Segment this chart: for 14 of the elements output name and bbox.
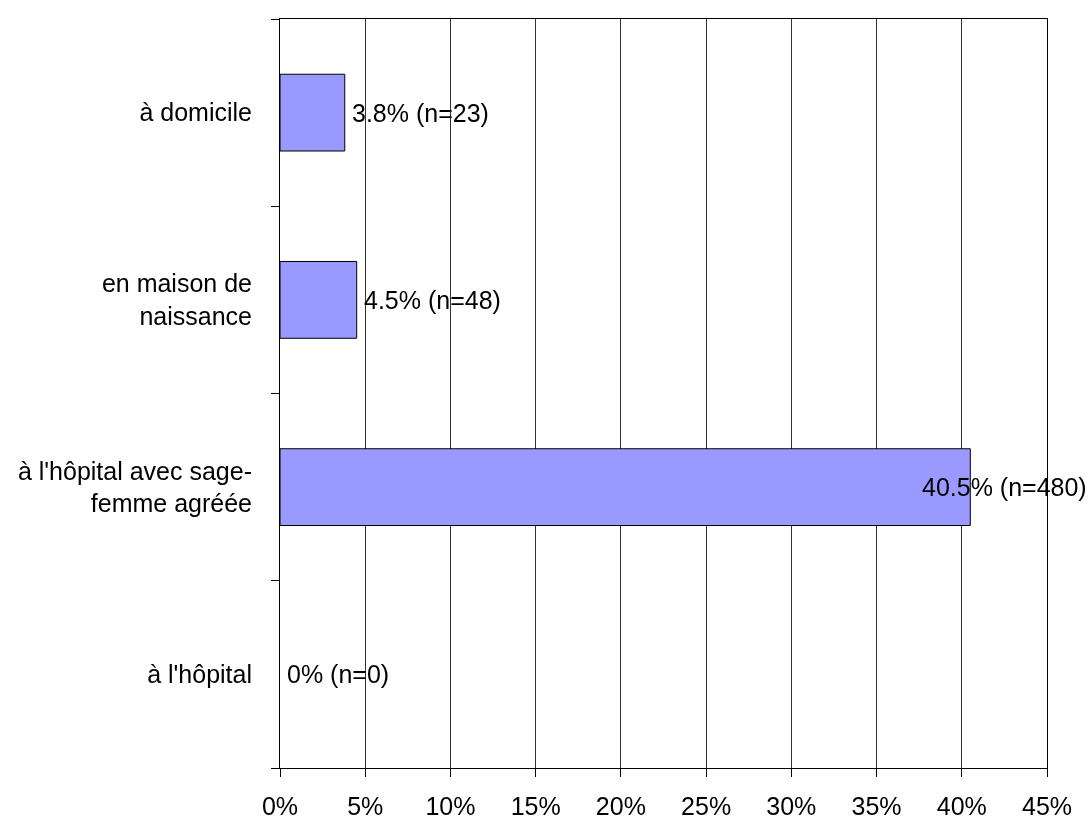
y-tick-label: en maison de naissance — [101, 269, 252, 330]
x-tick-label: 15% — [510, 792, 561, 820]
x-tick-label: 45% — [1021, 792, 1073, 820]
x-tick-label: 25% — [681, 792, 732, 820]
x-tick-label: 20% — [595, 792, 646, 820]
x-tick-label: 30% — [766, 792, 817, 820]
x-tick-label: 5% — [347, 792, 384, 820]
y-tick-label: à l'hôpital — [147, 660, 252, 689]
x-tick-label: 35% — [851, 792, 902, 820]
x-tick-label: 0% — [261, 792, 299, 820]
x-tick-label: 10% — [425, 792, 476, 820]
x-tick-label: 40% — [936, 792, 987, 820]
y-tick-label: à domicile — [139, 98, 252, 127]
y-tick-label: à l'hôpital avec sage-femme agréée — [17, 456, 252, 518]
